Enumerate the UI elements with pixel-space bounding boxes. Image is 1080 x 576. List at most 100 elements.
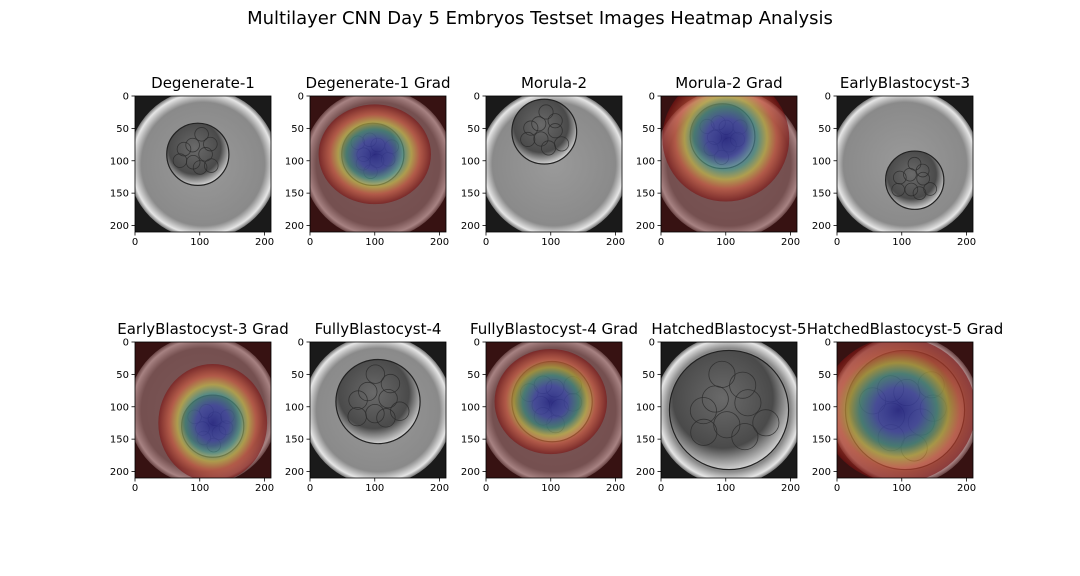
x-tick-label: 200 <box>430 483 449 494</box>
x-tick-label: 0 <box>483 483 489 494</box>
x-tick-label: 0 <box>658 237 664 248</box>
y-tick-label: 0 <box>123 92 129 103</box>
x-tick-label: 100 <box>365 237 384 248</box>
x-tick-label: 200 <box>606 483 625 494</box>
x-tick-label: 200 <box>606 237 625 248</box>
y-tick-label: 100 <box>285 156 304 167</box>
y-tick-label: 50 <box>467 124 480 135</box>
embryo-image <box>310 96 446 232</box>
y-tick-label: 0 <box>825 92 831 103</box>
y-tick-label: 200 <box>285 221 304 232</box>
x-tick-label: 0 <box>834 237 840 248</box>
embryo-image <box>486 342 622 478</box>
embryo-image <box>837 342 973 478</box>
figure-title: Multilayer CNN Day 5 Embryos Testset Ima… <box>247 8 833 29</box>
x-tick-label: 200 <box>430 237 449 248</box>
x-tick-label: 0 <box>132 483 138 494</box>
x-tick-label: 0 <box>307 237 313 248</box>
panel-title: FullyBlastocyst-4 Grad <box>469 320 639 338</box>
y-tick-label: 200 <box>812 467 831 478</box>
y-tick-label: 200 <box>461 467 480 478</box>
y-tick-label: 100 <box>461 402 480 413</box>
x-tick-label: 200 <box>957 483 976 494</box>
y-tick-label: 150 <box>636 435 655 446</box>
y-tick-label: 100 <box>461 156 480 167</box>
y-tick-label: 50 <box>116 370 129 381</box>
y-tick-label: 0 <box>649 92 655 103</box>
x-tick-label: 0 <box>307 483 313 494</box>
x-tick-label: 100 <box>892 483 911 494</box>
embryo-image <box>486 96 622 232</box>
y-tick-label: 100 <box>285 402 304 413</box>
embryo-image <box>661 342 797 478</box>
heatmap-overlay <box>837 342 973 478</box>
panel-title: Morula-2 Grad <box>675 74 783 92</box>
y-tick-label: 150 <box>110 189 129 200</box>
panel-title: Morula-2 <box>520 74 588 92</box>
x-tick-label: 100 <box>716 237 735 248</box>
y-tick-label: 150 <box>636 189 655 200</box>
y-tick-label: 0 <box>649 338 655 349</box>
heatmap-overlay <box>158 364 268 478</box>
y-tick-label: 50 <box>291 370 304 381</box>
panel-title: HatchedBlastocyst-5 Grad <box>806 320 1004 338</box>
y-tick-label: 50 <box>116 124 129 135</box>
y-tick-label: 50 <box>291 124 304 135</box>
y-tick-label: 100 <box>110 402 129 413</box>
panel-title: FullyBlastocyst-4 <box>314 320 442 338</box>
x-tick-label: 200 <box>781 237 800 248</box>
x-tick-label: 0 <box>132 237 138 248</box>
y-tick-label: 150 <box>285 189 304 200</box>
y-tick-label: 100 <box>636 156 655 167</box>
x-tick-label: 200 <box>255 237 274 248</box>
x-tick-label: 200 <box>255 483 274 494</box>
embryo-image <box>310 342 446 478</box>
embryo-image <box>837 96 973 232</box>
heatmap-overlay <box>494 348 607 455</box>
panel-title: EarlyBlastocyst-3 Grad <box>117 320 289 338</box>
y-tick-label: 100 <box>812 156 831 167</box>
y-tick-label: 0 <box>825 338 831 349</box>
x-tick-label: 0 <box>483 237 489 248</box>
embryo-image <box>135 96 271 232</box>
heatmap-overlay <box>318 104 431 205</box>
y-tick-label: 150 <box>285 435 304 446</box>
y-tick-label: 150 <box>812 189 831 200</box>
y-tick-label: 50 <box>818 370 831 381</box>
y-tick-label: 100 <box>110 156 129 167</box>
x-tick-label: 200 <box>957 237 976 248</box>
y-tick-label: 200 <box>285 467 304 478</box>
y-tick-label: 200 <box>636 467 655 478</box>
y-tick-label: 0 <box>298 92 304 103</box>
x-tick-label: 100 <box>892 237 911 248</box>
x-tick-label: 100 <box>365 483 384 494</box>
embryo-image <box>135 342 271 478</box>
y-tick-label: 50 <box>642 370 655 381</box>
x-tick-label: 100 <box>716 483 735 494</box>
embryo-image <box>661 96 797 232</box>
y-tick-label: 200 <box>812 221 831 232</box>
y-tick-label: 50 <box>642 124 655 135</box>
x-tick-label: 0 <box>834 483 840 494</box>
y-tick-label: 50 <box>818 124 831 135</box>
x-tick-label: 100 <box>190 237 209 248</box>
x-tick-label: 200 <box>781 483 800 494</box>
y-tick-label: 200 <box>110 221 129 232</box>
y-tick-label: 0 <box>474 338 480 349</box>
panel-title: HatchedBlastocyst-5 <box>651 320 807 338</box>
panel-title: Degenerate-1 Grad <box>305 74 451 92</box>
y-tick-label: 150 <box>110 435 129 446</box>
y-tick-label: 100 <box>812 402 831 413</box>
y-tick-label: 0 <box>474 92 480 103</box>
y-tick-label: 150 <box>461 189 480 200</box>
x-tick-label: 100 <box>190 483 209 494</box>
x-tick-label: 100 <box>541 237 560 248</box>
